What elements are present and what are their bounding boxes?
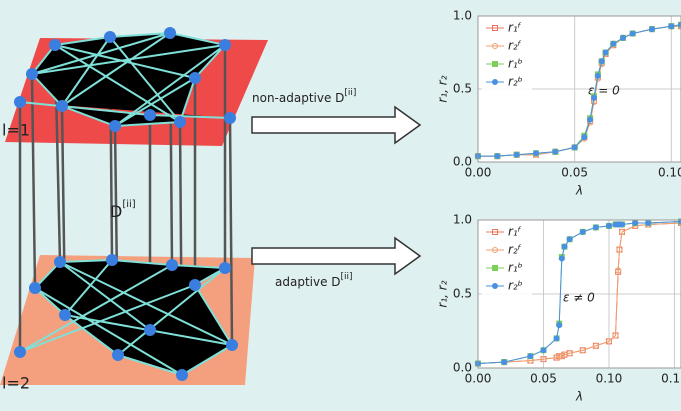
legend-label: r₁ᶠ	[508, 21, 522, 35]
data-point	[588, 117, 593, 122]
data-point	[562, 244, 567, 249]
data-point	[630, 31, 635, 36]
legend-label: r₁ᵇ	[508, 261, 523, 275]
data-point	[603, 50, 608, 55]
legend-marker	[493, 266, 498, 271]
annotation: ε ≠ 0	[563, 291, 595, 305]
x-tick-label: 0.05	[530, 372, 557, 386]
data-point	[559, 256, 564, 261]
x-tick-label: 0.05	[561, 166, 588, 180]
x-tick-label: 0.00	[465, 166, 492, 180]
network-diagram: l=1 l=2 D[ii] non-adaptive D[ii] adaptiv…	[0, 27, 420, 393]
x-tick-label: 0.10	[596, 372, 623, 386]
legend-label: r₂ᵇ	[508, 279, 523, 293]
data-point	[534, 151, 539, 156]
y-tick-label: 1.0	[453, 9, 472, 23]
legend-label: r₁ᵇ	[508, 57, 523, 71]
data-point	[650, 27, 655, 32]
arrow-label-base: non-adaptive D	[252, 91, 344, 105]
arrow-label: adaptive D[ii]	[275, 272, 353, 289]
arrow	[252, 238, 420, 274]
arrow	[252, 107, 420, 143]
y-tick-label: 0.5	[453, 82, 472, 96]
coupling-base: D	[110, 202, 122, 221]
y-axis-label: r₁, r₂	[436, 280, 450, 307]
data-point	[514, 152, 519, 157]
data-point	[593, 225, 598, 230]
legend-label: r₂ᶠ	[508, 243, 522, 257]
data-point	[599, 59, 604, 64]
data-point	[646, 220, 651, 225]
legend-marker	[493, 284, 498, 289]
layer-label: l=1	[2, 121, 30, 140]
data-point	[620, 222, 625, 227]
data-point	[606, 223, 611, 228]
x-tick-label: 0.10	[658, 166, 681, 180]
arrow-label-base: adaptive D	[275, 275, 341, 289]
data-point	[582, 135, 587, 140]
legend-label: r₂ᵇ	[508, 75, 523, 89]
data-point	[669, 24, 674, 29]
arrow-label: non-adaptive D[ii]	[252, 88, 356, 105]
data-point	[502, 360, 507, 365]
data-point	[572, 145, 577, 150]
y-axis-label: r₁, r₂	[436, 75, 450, 102]
data-point	[633, 220, 638, 225]
data-point	[592, 95, 597, 100]
data-point	[541, 348, 546, 353]
legend-marker	[493, 80, 498, 85]
data-point	[554, 336, 559, 341]
data-point	[495, 154, 500, 159]
data-point	[611, 41, 616, 46]
x-tick-label: 0.00	[465, 372, 492, 386]
x-axis-label: λ	[575, 184, 583, 198]
y-tick-label: 0.5	[453, 287, 472, 301]
data-point	[595, 73, 600, 78]
figure: l=1 l=2 D[ii] non-adaptive D[ii] adaptiv…	[0, 0, 681, 411]
layer-label: l=2	[2, 374, 30, 393]
data-point	[580, 229, 585, 234]
data-point	[553, 149, 558, 154]
data-point	[528, 354, 533, 359]
data-point	[621, 35, 626, 40]
coupling-label: D[ii]	[110, 199, 136, 221]
x-tick-label: 0.15	[661, 372, 681, 386]
data-point	[567, 237, 572, 242]
y-tick-label: 1.0	[453, 213, 472, 227]
legend-label: r₁ᶠ	[508, 225, 522, 239]
arrow-label-sup: [ii]	[344, 88, 356, 98]
arrow-label-sup: [ii]	[341, 272, 353, 282]
legend-marker	[493, 62, 498, 67]
legend-label: r₂ᶠ	[508, 39, 522, 53]
x-axis-label: λ	[575, 390, 583, 404]
data-point	[557, 323, 562, 328]
coupling-sup: [ii]	[122, 199, 135, 210]
